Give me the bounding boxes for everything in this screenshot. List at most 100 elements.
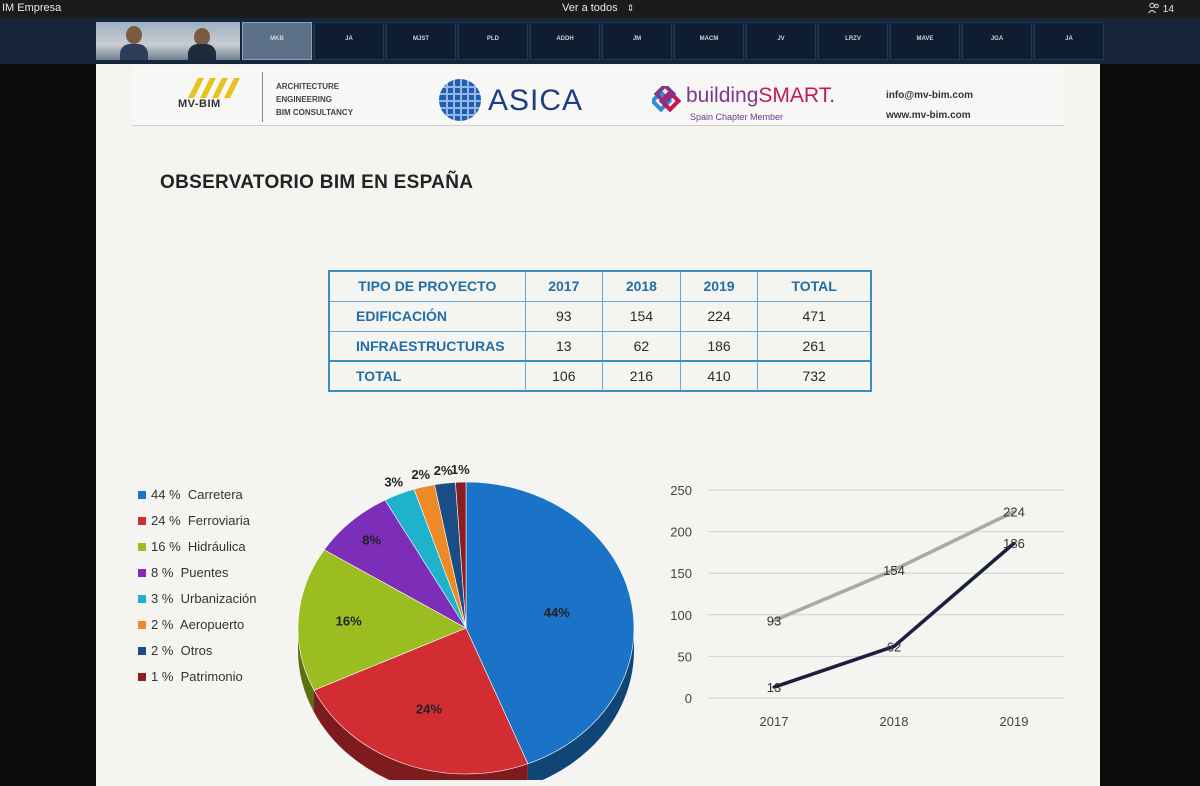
- people-icon: [1148, 2, 1159, 14]
- table-cell: 216: [602, 360, 681, 392]
- participant-tile[interactable]: JGA: [962, 22, 1032, 60]
- pie-chart: 44% 24% 16% 8% 3% 2% 2% 1%: [292, 460, 652, 786]
- participant-tile[interactable]: MAVE: [890, 22, 960, 60]
- participant-tile[interactable]: MACM: [674, 22, 744, 60]
- asica-globe-icon: [439, 79, 481, 121]
- participant-video-strip: MKB JA MJST PLD ADDH JM MACM JV LRZV MAV…: [0, 18, 1200, 64]
- participant-tile[interactable]: ADDH: [530, 22, 600, 60]
- legend-label: Patrimonio: [173, 669, 243, 684]
- pie-slice-side: [298, 628, 314, 713]
- series-point: [772, 685, 776, 689]
- legend-item: 24 % Ferroviaria: [138, 514, 257, 540]
- pie-data-label: 44%: [544, 605, 570, 620]
- x-tick-label: 2018: [880, 714, 909, 729]
- logo-divider: [262, 72, 263, 122]
- contact-block: info@mv-bim.com www.mv-bim.com: [886, 86, 973, 126]
- project-type-table: TIPO DE PROYECTO 2017 2018 2019 TOTAL ED…: [328, 270, 872, 392]
- series-point: [892, 644, 896, 648]
- legend-percent: 8 %: [151, 565, 174, 580]
- table-cell: 186: [679, 330, 759, 362]
- slide-header: MV-BIM ARCHITECTURE ENGINEERING BIM CONS…: [132, 66, 1064, 126]
- pie-slice: [455, 481, 467, 629]
- legend-percent: 44 %: [151, 487, 181, 502]
- mvbim-logo-text: MV-BIM: [178, 98, 221, 110]
- y-tick-label: 200: [670, 525, 692, 540]
- legend-label: Aeropuerto: [173, 617, 245, 632]
- person-head: [194, 28, 210, 46]
- participant-tile[interactable]: LRZV: [818, 22, 888, 60]
- pie-slice: [297, 549, 467, 691]
- participant-tile[interactable]: PLD: [458, 22, 528, 60]
- legend-percent: 1 %: [151, 669, 174, 684]
- table-total-row: TOTAL 106 216 410 732: [328, 360, 872, 392]
- pie-legend: 44 % Carretera 24 % Ferroviaria 16 % Hidrá…: [138, 488, 257, 696]
- participant-tile[interactable]: JA: [314, 22, 384, 60]
- point-label: 154: [883, 563, 905, 578]
- legend-swatch: [138, 543, 146, 551]
- pie-slice-side: [527, 628, 634, 786]
- participant-tile[interactable]: MKB: [242, 22, 312, 60]
- legend-item: 1 % Patrimonio: [138, 670, 257, 696]
- legend-swatch: [138, 647, 146, 655]
- series-point: [1012, 510, 1016, 514]
- view-mode-toggle[interactable]: Ver a todos ⇕: [562, 2, 634, 14]
- point-label: 93: [767, 614, 781, 629]
- pie-data-label: 1%: [451, 462, 470, 477]
- pie-chart-svg: 44%24%16%8%3%2% 2%1%: [297, 462, 635, 786]
- table-cell: 106: [524, 360, 604, 392]
- line-chart-svg: 0 50 100 150 200 250 2017 2018 2019 93 154 224 13 62 1…: [670, 483, 1064, 729]
- legend-item: 2 % Otros: [138, 644, 257, 670]
- row-label: INFRAESTRUCTURAS: [328, 330, 526, 362]
- legend-swatch: [138, 673, 146, 681]
- y-tick-label: 250: [670, 483, 692, 498]
- up-down-chevron-icon: ⇕: [626, 3, 635, 13]
- table-header: TIPO DE PROYECTO: [328, 270, 526, 302]
- legend-percent: 2 %: [151, 643, 174, 658]
- table-cell: 93: [524, 300, 604, 332]
- table-cell: 62: [602, 330, 681, 362]
- table-header: 2018: [602, 270, 681, 302]
- participants-button[interactable]: 14: [1148, 0, 1174, 15]
- top-bar: IM Empresa Ver a todos ⇕ 14: [0, 0, 1200, 18]
- x-tick-label: 2017: [760, 714, 789, 729]
- legend-label: Urbanización: [173, 591, 257, 606]
- table-header: TOTAL: [757, 270, 872, 302]
- y-tick-label: 50: [678, 649, 692, 664]
- person-body: [120, 44, 148, 60]
- buildingsmart-logo-text: buildingSMART.: [686, 84, 835, 108]
- pie-data-label: 16%: [336, 614, 362, 629]
- pie-slice-side: [313, 690, 528, 786]
- y-tick-label: 100: [670, 608, 692, 623]
- pie-data-label: 2%: [434, 463, 453, 478]
- line-chart: 0 50 100 150 200 250 2017 2018 2019 93 154 224 13 62 1…: [656, 474, 1076, 744]
- participant-tile[interactable]: JV: [746, 22, 816, 60]
- legend-swatch: [138, 595, 146, 603]
- point-label: 13: [767, 680, 781, 695]
- shared-slide: MV-BIM ARCHITECTURE ENGINEERING BIM CONS…: [96, 64, 1100, 786]
- person-body: [188, 44, 216, 60]
- legend-item: 3 % Urbanización: [138, 592, 257, 618]
- camera-feed[interactable]: [96, 22, 240, 60]
- buildingsmart-logo-icon: [652, 86, 682, 113]
- participant-tile[interactable]: JA: [1034, 22, 1104, 60]
- pie-data-label: 24%: [416, 701, 442, 716]
- participant-tile[interactable]: MJST: [386, 22, 456, 60]
- row-label: TOTAL: [328, 360, 526, 392]
- buildingsmart-text-a: building: [686, 84, 759, 107]
- legend-swatch: [138, 517, 146, 525]
- row-label: EDIFICACIÓN: [328, 300, 526, 332]
- series-point: [1012, 541, 1016, 545]
- tagline-line: BIM CONSULTANCY: [276, 108, 354, 117]
- contact-website: www.mv-bim.com: [886, 110, 971, 121]
- app-title: IM Empresa: [2, 2, 62, 14]
- legend-item: 44 % Carretera: [138, 488, 257, 514]
- series-point: [772, 619, 776, 623]
- buildingsmart-subtitle: Spain Chapter Member: [690, 112, 784, 122]
- y-tick-label: 0: [685, 691, 692, 706]
- participant-tile[interactable]: JM: [602, 22, 672, 60]
- point-label: 186: [1003, 536, 1025, 551]
- table-cell: 732: [757, 360, 872, 392]
- asica-logo-text: ASICA: [488, 84, 584, 117]
- pie-data-label: 8%: [362, 533, 381, 548]
